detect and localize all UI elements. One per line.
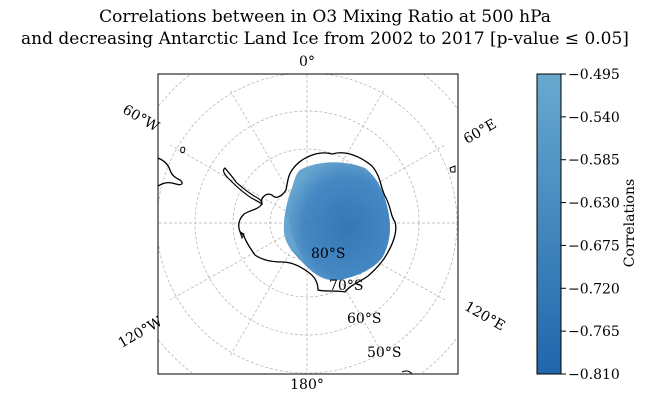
colorbar: −0.495 −0.540 −0.585 −0.630 −0.675 −0.720 −0.7… [536,67,620,383]
lat-label-70s: 70°S [329,278,363,294]
colorbar-tick-label: −0.585 [568,153,620,169]
lon-label-bottom: 180° [290,377,324,393]
map-frame [157,73,459,375]
colorbar-label: Correlations [622,178,638,268]
lon-label-upper-right: 60°E [461,116,499,147]
chart-title-line2: and decreasing Antarctic Land Ice from 2… [21,29,629,49]
lon-label-lower-right: 120°E [462,299,508,335]
lat-label-50s: 50°S [367,345,401,361]
south-america-coastline [158,157,183,187]
chart-title-line1: Correlations between in O3 Mixing Ratio … [99,7,551,27]
colorbar-tick-label: −0.675 [568,238,620,254]
correlation-field-edge [284,215,312,270]
colorbar-tick-label: −0.630 [568,196,620,212]
colorbar-gradient [536,73,562,375]
colorbar-tick-label: −0.765 [568,324,620,340]
antarctic-peninsula-coastline [222,167,263,206]
colorbar-tick-label: −0.495 [568,67,620,83]
colorbar-tick-label: −0.720 [568,281,620,297]
lat-label-80s: 80°S [311,246,345,262]
colorbar-tick-label: −0.540 [568,110,620,126]
map-area: 80°S 70°S 60°S 50°S [158,74,458,374]
colorbar-tick-label: −0.810 [568,367,620,383]
correlation-field [283,162,390,281]
lon-label-upper-left: 60°W [120,102,162,136]
lat-label-60s: 60°S [347,311,381,327]
lon-label-top: 0° [299,54,315,70]
